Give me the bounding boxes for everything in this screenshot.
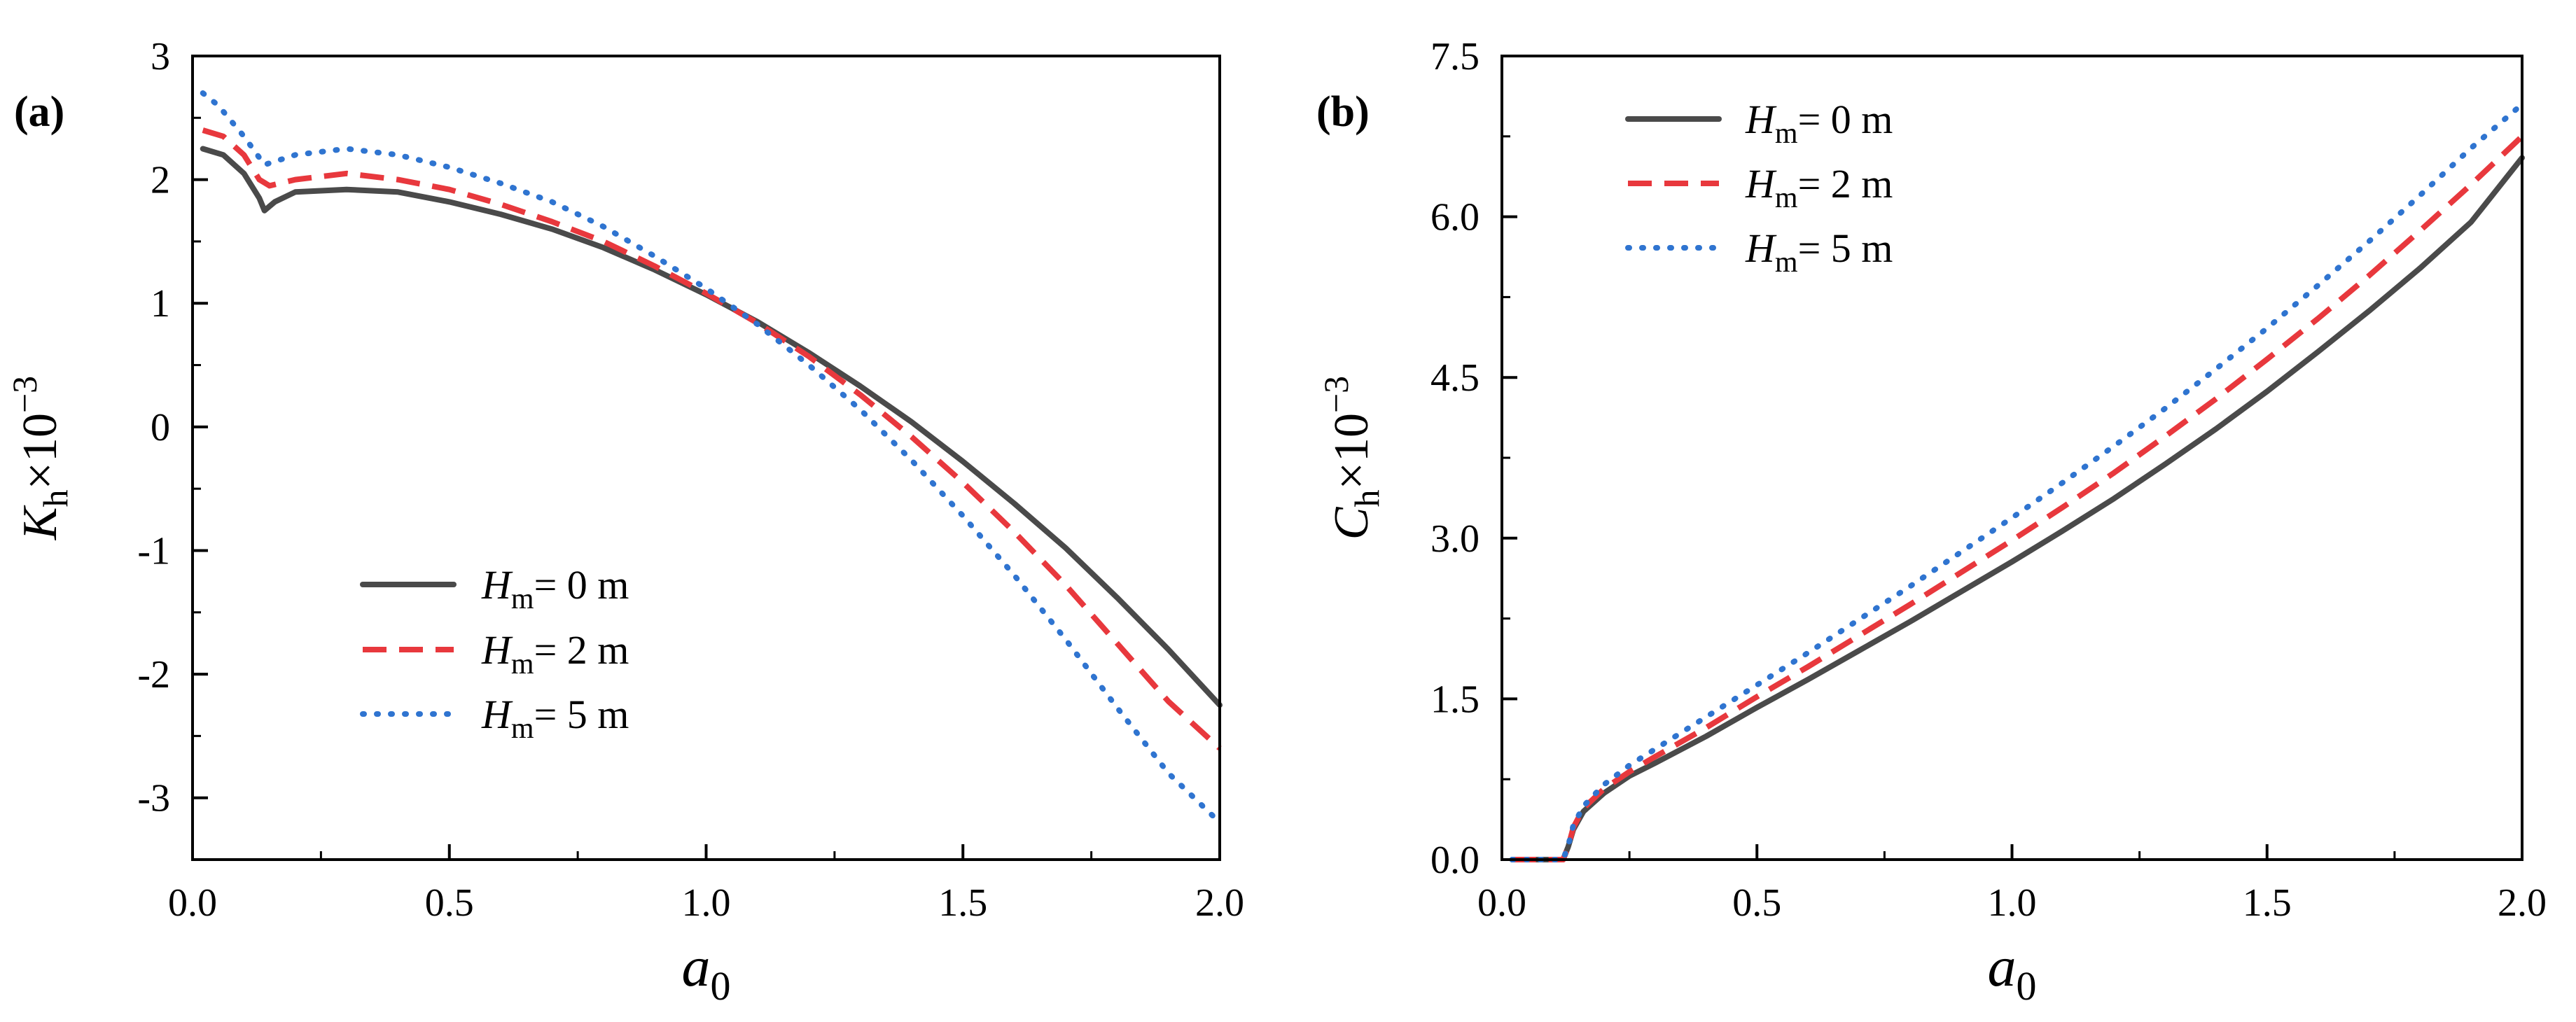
legend-label-2: Hm= 5 m <box>481 692 629 745</box>
legend-label-1: Hm= 2 m <box>481 627 629 680</box>
x-tick-label: 1.5 <box>938 881 987 925</box>
panel-label: (b) <box>1316 88 1370 136</box>
series-line-0 <box>200 146 1223 708</box>
x-tick-label: 0.5 <box>425 881 474 925</box>
x-tick-label: 0.0 <box>1477 881 1526 925</box>
series-line-0 <box>1509 155 2525 862</box>
y-axis-label: Ch×10−3 <box>1316 376 1386 540</box>
x-axis-label: a0 <box>1988 934 2037 1009</box>
x-axis-label: a0 <box>682 934 731 1009</box>
y-tick-label: 0 <box>151 406 170 449</box>
series-line-2 <box>200 90 1223 825</box>
y-tick-label: 0.0 <box>1430 839 1480 882</box>
y-tick-label: 2 <box>151 159 170 202</box>
chart-panel-a: 0.0 0.5 1.0 1.5 2.0 -3 -2 -1 0 1 2 3 (a) a0 Kh×10−3 Hm=… <box>5 35 1244 1009</box>
x-tick-label: 1.0 <box>1988 881 2037 925</box>
y-tick-label: 7.5 <box>1430 35 1480 78</box>
y-tick-label: 3.0 <box>1430 517 1480 561</box>
axes-frame <box>1501 55 2523 861</box>
y-tick-label: 4.5 <box>1430 356 1480 400</box>
y-tick-label: 6.0 <box>1430 196 1480 239</box>
series-line-1 <box>202 127 1222 750</box>
series-line-2 <box>1509 101 2525 862</box>
chart-panel-b: 0.0 0.5 1.0 1.5 2.0 0.0 1.5 3.0 4.5 6.0 7.5 (b) a0 Ch… <box>1316 35 2547 1009</box>
legend-label-2: Hm= 5 m <box>1745 225 1893 279</box>
x-tick-label: 1.0 <box>682 881 731 925</box>
x-tick-label: 2.0 <box>1195 881 1244 925</box>
x-tick-label: 0.0 <box>168 881 217 925</box>
y-tick-label: -1 <box>137 529 170 573</box>
legend-label-1: Hm= 2 m <box>1745 161 1893 214</box>
legend: Hm= 0 m Hm= 2 m Hm= 5 m <box>360 562 629 745</box>
y-axis-label: Kh×10−3 <box>5 376 75 540</box>
y-tick-label: 1.5 <box>1430 678 1480 721</box>
y-tick-label: 3 <box>151 35 170 78</box>
legend-label-0: Hm= 0 m <box>481 562 629 615</box>
legend-label-0: Hm= 0 m <box>1745 97 1893 150</box>
legend: Hm= 0 m Hm= 2 m Hm= 5 m <box>1625 97 1893 279</box>
x-tick-label: 2.0 <box>2498 881 2547 925</box>
y-tick-label: -2 <box>137 653 170 696</box>
x-tick-label: 1.5 <box>2243 881 2292 925</box>
series-line-1 <box>1512 134 2524 862</box>
panel-label: (a) <box>14 88 64 136</box>
y-tick-label: 1 <box>151 282 170 326</box>
x-tick-label: 0.5 <box>1732 881 1781 925</box>
y-tick-label: -3 <box>137 777 170 820</box>
axes-frame <box>191 55 1221 861</box>
